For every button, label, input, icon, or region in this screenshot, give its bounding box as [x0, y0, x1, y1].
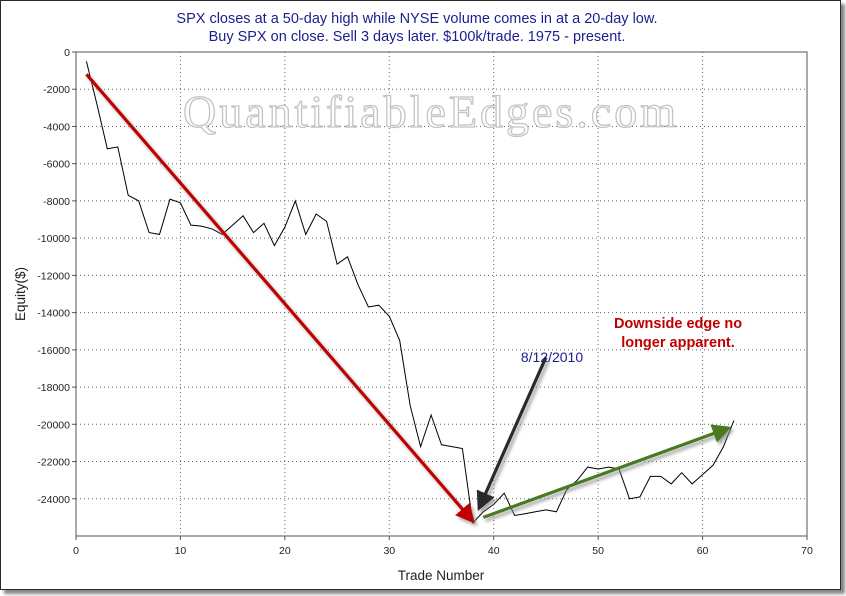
y-tick-label: -4000	[43, 121, 70, 133]
x-tick-label: 20	[279, 545, 291, 557]
y-tick-label: -16000	[37, 345, 70, 357]
watermark: QuantifiableEdges.com	[183, 86, 679, 137]
downtrend-arrow	[85, 73, 475, 524]
x-tick-label: 60	[697, 545, 709, 557]
x-tick-label: 50	[592, 545, 604, 557]
chart-title-line-1: SPX closes at a 50-day high while NYSE v…	[176, 11, 657, 27]
y-tick-label: -10000	[37, 233, 70, 245]
x-tick-label: 40	[488, 545, 500, 557]
y-tick-label: -22000	[37, 457, 70, 469]
edge-annotation-line-1: Downside edge no	[614, 316, 742, 332]
y-tick-label: -20000	[37, 419, 70, 431]
date-annotation: 8/12/2010	[521, 349, 583, 365]
y-tick-label: -8000	[43, 196, 70, 208]
y-tick-label: -14000	[37, 308, 70, 320]
axis-ticks: 0 -2000 -4000 -6000 -8000 -10000 -12000 -14000 -…	[37, 47, 813, 557]
annotation-arrows	[85, 73, 732, 524]
x-tick-label: 0	[73, 545, 79, 557]
y-tick-label: -12000	[37, 270, 70, 282]
y-axis-label: Equity($)	[13, 267, 28, 321]
pointer-arrow	[476, 356, 548, 512]
edge-annotation-line-2: longer apparent.	[621, 335, 735, 351]
y-tick-label: -6000	[43, 159, 70, 171]
y-tick-label: -2000	[43, 84, 70, 96]
chart-title-line-2: Buy SPX on close. Sell 3 days later. $10…	[209, 29, 626, 45]
y-tick-label: 0	[64, 47, 70, 59]
x-axis-label: Trade Number	[398, 568, 485, 583]
uptrend-arrow	[482, 424, 732, 519]
y-tick-label: -24000	[37, 494, 70, 506]
equity-curve-line	[85, 61, 735, 525]
y-tick-label: -18000	[37, 382, 70, 394]
x-tick-label: 30	[383, 545, 395, 557]
x-tick-label: 70	[801, 545, 813, 557]
x-tick-label: 10	[175, 545, 187, 557]
plot-area	[75, 51, 808, 537]
grid-lines	[76, 52, 807, 536]
